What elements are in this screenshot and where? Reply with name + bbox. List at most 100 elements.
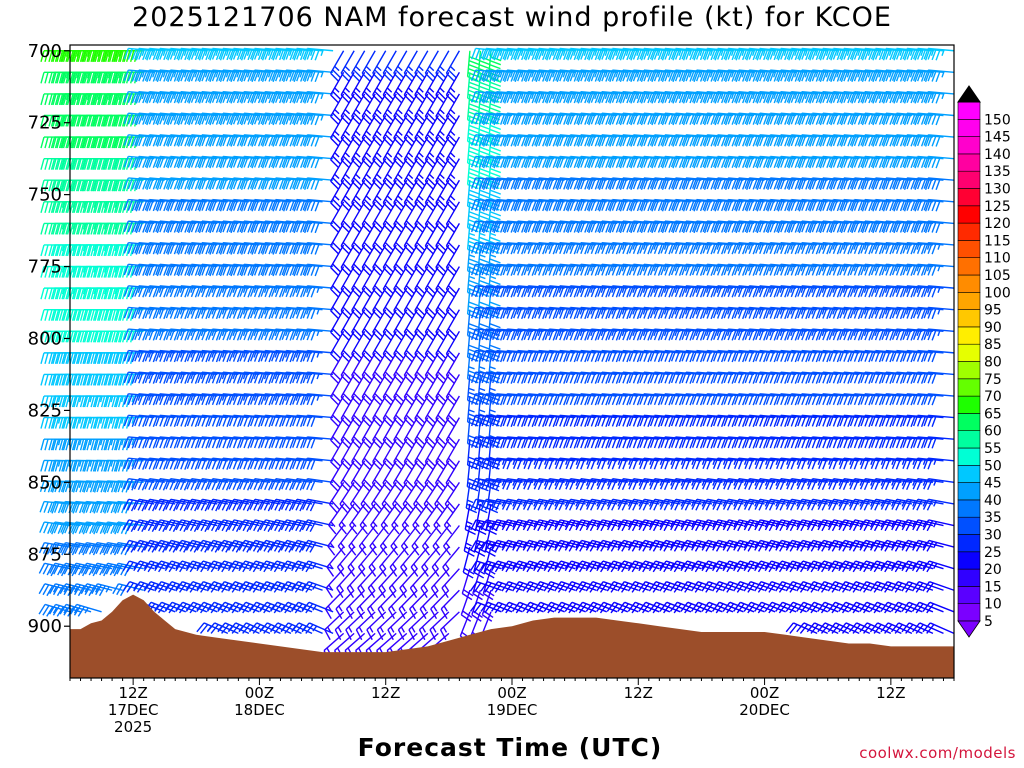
wind-barb [361, 201, 376, 233]
wind-barb [292, 47, 323, 61]
wind-barb [330, 395, 345, 428]
wind-barb [414, 438, 429, 471]
wind-barb [123, 478, 155, 491]
y-tick-label: 725 [28, 113, 62, 134]
wind-barb [134, 69, 165, 83]
wind-barb [249, 478, 281, 491]
wind-barb [393, 309, 408, 341]
colorbar-label: 75 [984, 372, 1002, 388]
wind-barb [175, 478, 207, 491]
wind-barb [197, 414, 228, 427]
wind-barb [351, 158, 366, 190]
wind-barb [197, 220, 228, 234]
wind-barb [207, 436, 239, 449]
wind-barb [40, 222, 70, 235]
wind-barb [228, 134, 260, 147]
wind-barb [424, 460, 439, 492]
wind-barb [340, 93, 355, 126]
wind-barb [228, 457, 260, 470]
colorbar-label: 110 [984, 251, 1011, 267]
wind-barb [197, 198, 228, 212]
wind-barb [302, 328, 334, 341]
wind-barb [330, 417, 345, 449]
wind-barb [382, 71, 397, 104]
wind-barb [302, 436, 334, 449]
wind-barb [392, 481, 408, 514]
wind-barb [361, 417, 376, 449]
wind-barb [165, 414, 197, 427]
wind-barb [186, 220, 218, 234]
wind-barb [361, 266, 376, 298]
wind-barb [382, 158, 397, 190]
colorbar-swatch [957, 499, 981, 518]
wind-barb [338, 503, 355, 535]
colorbar-swatch [957, 101, 981, 120]
wind-barb [271, 436, 302, 449]
wind-barb [249, 414, 281, 427]
wind-barb [186, 457, 218, 470]
wind-barb [413, 481, 429, 514]
wind-barb [155, 457, 186, 470]
wind-barb [424, 71, 439, 104]
wind-barb [340, 179, 355, 212]
wind-barb [340, 417, 355, 449]
wind-barb [372, 287, 387, 320]
colorbar-swatch [957, 136, 981, 155]
wind-barb [372, 115, 387, 147]
wind-barb [393, 330, 408, 363]
wind-barb [372, 330, 387, 363]
wind-barb [228, 519, 260, 533]
wind-barb [301, 498, 334, 512]
x-tick-label: 18DEC [234, 701, 285, 719]
colorbar-label: 25 [984, 545, 1002, 561]
wind-barb [134, 414, 165, 427]
wind-barb [218, 328, 249, 341]
wind-barb [239, 134, 271, 147]
wind-barb [403, 287, 418, 320]
wind-barb [387, 611, 408, 641]
wind-barb [176, 112, 207, 126]
wind-barb [165, 47, 197, 61]
wind-barb [393, 93, 408, 126]
wind-barb [414, 179, 429, 212]
wind-barb [207, 478, 239, 491]
wind-barb [228, 414, 260, 427]
wind-barb [292, 263, 323, 277]
wind-barb [372, 352, 387, 384]
wind-barb [239, 436, 271, 449]
wind-barb [186, 414, 218, 427]
wind-barb [361, 71, 376, 104]
wind-barb [382, 309, 397, 341]
wind-barb [281, 457, 313, 470]
wind-barb [123, 306, 155, 320]
wind-barb [403, 71, 418, 104]
wind-barb [197, 457, 228, 470]
wind-barb [403, 50, 418, 82]
wind-barb [70, 603, 102, 617]
colorbar-swatch [957, 378, 981, 397]
wind-barb [239, 69, 271, 83]
wind-barb [165, 349, 197, 363]
colorbar-label: 45 [984, 476, 1002, 492]
wind-barb [186, 90, 218, 104]
wind-barb [301, 539, 334, 553]
wind-barb [351, 136, 366, 169]
wind-barb [403, 417, 418, 449]
x-tick-label: 2025 [114, 718, 152, 736]
wind-barb [228, 198, 260, 212]
wind-barb [281, 436, 313, 449]
wind-barb [361, 93, 376, 126]
wind-barb [292, 155, 323, 169]
colorbar-label: 100 [984, 285, 1011, 301]
wind-barb [340, 438, 355, 471]
wind-barb [238, 498, 271, 512]
wind-barb [302, 349, 334, 363]
wind-barb [393, 158, 408, 190]
wind-barb [113, 459, 144, 472]
wind-barb [218, 263, 249, 277]
wind-barb [113, 438, 144, 451]
colorbar-label: 50 [984, 458, 1002, 474]
wind-barb [340, 395, 355, 428]
wind-barb [403, 201, 418, 233]
